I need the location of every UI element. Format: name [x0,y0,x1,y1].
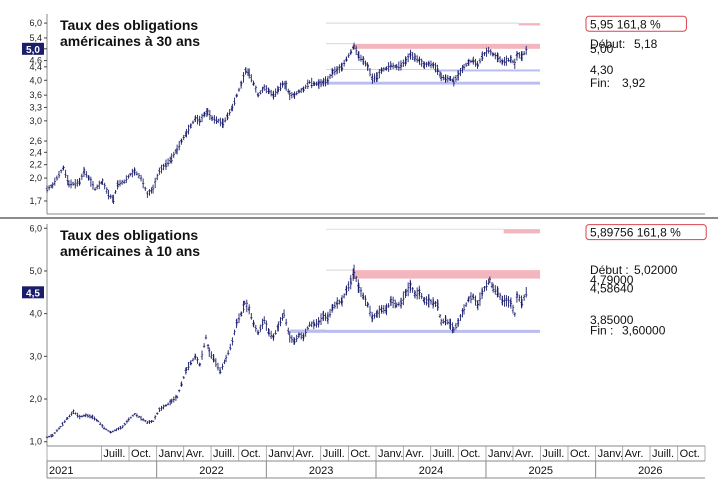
fibonacci-target-label: 5,95 161,8 % [590,17,661,31]
time-axis: Juill. Oct. Janv. Avr. Juill. Oct. Janv. Avr. Ju… [0,217,718,479]
y-tick-label: 3,3 [29,102,42,112]
month-tick-label: Avr. [625,448,644,460]
price-bars [45,42,528,205]
fibonacci-target-label: 5,89756 161,8 % [590,226,681,240]
y-tick-label: 1,7 [29,196,42,206]
target-zone-band [315,81,541,85]
month-tick-label: Oct. [131,448,151,460]
level-label: 5,00 [590,42,614,56]
level-label: 4,58640 [590,282,634,296]
month-tick-label: Avr. [405,448,424,460]
month-tick-label: Oct. [241,448,261,460]
month-tick-label: Juill. [103,448,125,460]
current-value-label: 5,0 [26,45,40,56]
chart-title: américaines à 30 ans [60,33,200,49]
chart-title: Taux des obligations [60,17,198,33]
month-tick-label: Oct. [350,448,370,460]
y-tick-label: 6,0 [29,223,42,233]
level-label: 3,85000 [590,313,634,327]
year-label: 2023 [309,465,333,477]
y-tick-label: 1,0 [29,437,42,447]
month-tick-label: Avr. [515,448,534,460]
current-value-marker [22,286,44,299]
y-tick-label: 5,4 [29,33,42,43]
y-tick-label: 2,0 [29,394,42,404]
panel-30-year-yield: 6,0 5,4 5,04,64,4 4,0 3,6 3,3 3,0 2,62,4 2,2 2,0 1… [22,14,705,215]
y-tick-label: 2,2 [29,160,42,170]
level-value: 3,60000 [622,324,666,338]
y-tick-label: 4,6 [29,56,42,66]
year-label: 2025 [529,465,553,477]
fibonacci-target-box [585,224,707,241]
current-value-label: 4,5 [26,288,40,299]
year-label: 2021 [49,465,73,477]
target-zone-band [503,229,541,234]
y-tick-label: 5,0 [29,266,42,276]
chart-title: américaines à 10 ans [60,243,200,259]
current-value-marker [22,42,44,55]
price-bars [45,264,528,439]
y-tick-label: 4,0 [29,75,42,85]
level-value: 5,18 [634,37,658,51]
y-tick-label: 2,4 [29,147,42,157]
month-tick-label: Janv. [378,448,403,460]
level-label: 4,30 [590,63,614,77]
level-value: 3,92 [622,76,646,90]
level-label: Fin: [590,76,610,90]
fibonacci-target-box [585,15,687,32]
month-tick-label: Juill. [323,448,345,460]
year-label: 2022 [199,465,223,477]
month-tick-label: Janv. [488,448,513,460]
y-tick-label: 2,0 [29,173,42,183]
y-tick-label: 3,6 [29,90,42,100]
month-tick-label: Juill. [542,448,564,460]
level-label: Fin : [590,324,613,338]
year-label: 2024 [419,465,443,477]
level-label: 4,79000 [590,273,634,287]
target-zone-band [518,23,541,26]
y-tick-label: 4,4 [29,62,42,72]
y-tick-label: 6,0 [29,18,42,28]
month-tick-label: Oct. [570,448,590,460]
y-tick-label: 3,0 [29,116,42,126]
level-label: Début: [590,37,625,51]
y-tick-label: 3,0 [29,351,42,361]
year-label: 2026 [638,465,662,477]
target-zone-band [289,329,541,333]
target-zone-band [352,270,541,279]
y-tick-label: 4,0 [29,309,42,319]
month-tick-label: Oct. [460,448,480,460]
level-label: Début : [590,263,629,277]
y-tick-label: 2,6 [29,136,42,146]
month-tick-label: Janv. [159,448,184,460]
month-tick-label: Janv. [598,448,623,460]
target-zone-band [352,43,541,49]
month-tick-label: Juill. [213,448,235,460]
panel-10-year-yield: 6,0 5,0 4,0 3,0 2,0 1,0 4,5 Taux des obligation… [22,223,707,447]
chart-title: Taux des obligations [60,227,198,243]
level-value: 5,02000 [634,263,678,277]
month-tick-label: Janv. [268,448,293,460]
month-tick-label: Avr. [295,448,314,460]
month-tick-label: Juill. [652,448,674,460]
target-zone-band [434,69,541,72]
month-tick-label: Oct. [680,448,700,460]
month-tick-label: Avr. [186,448,205,460]
month-tick-label: Juill. [433,448,455,460]
